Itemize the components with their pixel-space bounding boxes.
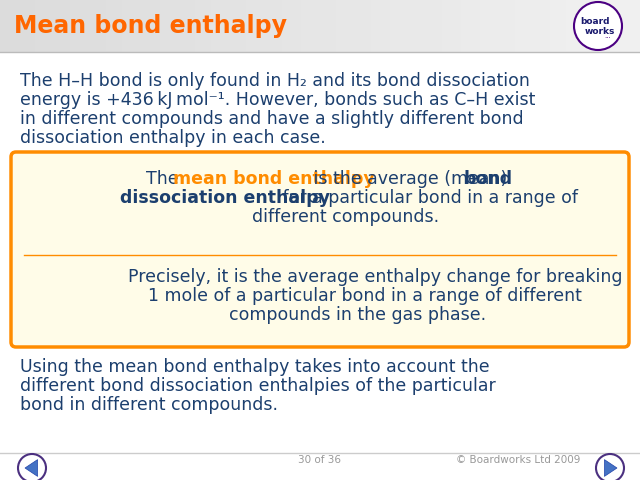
Text: Using the mean bond enthalpy takes into account the: Using the mean bond enthalpy takes into … — [20, 358, 490, 376]
Circle shape — [596, 454, 624, 480]
Text: different bond dissociation enthalpies of the particular: different bond dissociation enthalpies o… — [20, 377, 496, 395]
Text: dissociation enthalpy in each case.: dissociation enthalpy in each case. — [20, 129, 326, 147]
Text: for a particular bond in a range of: for a particular bond in a range of — [277, 189, 579, 207]
Text: mean bond enthalpy: mean bond enthalpy — [173, 170, 375, 188]
Text: The H–H bond is only found in H₂ and its bond dissociation: The H–H bond is only found in H₂ and its… — [20, 72, 530, 90]
Circle shape — [18, 454, 46, 480]
Text: different compounds.: different compounds. — [253, 208, 440, 226]
Text: ...: ... — [605, 33, 611, 39]
Text: bond in different compounds.: bond in different compounds. — [20, 396, 278, 414]
Circle shape — [574, 2, 622, 50]
Text: bond: bond — [463, 170, 513, 188]
Text: energy is +436 kJ mol⁻¹. However, bonds such as C–H exist: energy is +436 kJ mol⁻¹. However, bonds … — [20, 91, 536, 109]
Bar — [0, 0, 640, 52]
Text: 1 mole of a particular bond in a range of different: 1 mole of a particular bond in a range o… — [148, 287, 582, 305]
Text: is the average (mean): is the average (mean) — [308, 170, 513, 188]
Polygon shape — [604, 460, 617, 476]
Polygon shape — [25, 460, 38, 476]
Text: board: board — [580, 16, 610, 25]
Text: compounds in the gas phase.: compounds in the gas phase. — [229, 306, 486, 324]
Text: dissociation enthalpy: dissociation enthalpy — [120, 189, 330, 207]
Text: 30 of 36: 30 of 36 — [298, 455, 342, 465]
Text: Precisely, it is the average enthalpy change for breaking: Precisely, it is the average enthalpy ch… — [127, 268, 622, 286]
Text: The: The — [147, 170, 184, 188]
Text: works: works — [585, 26, 615, 36]
Text: © Boardworks Ltd 2009: © Boardworks Ltd 2009 — [456, 455, 580, 465]
FancyBboxPatch shape — [11, 152, 629, 347]
Text: in different compounds and have a slightly different bond: in different compounds and have a slight… — [20, 110, 524, 128]
Text: Mean bond enthalpy: Mean bond enthalpy — [14, 14, 287, 38]
